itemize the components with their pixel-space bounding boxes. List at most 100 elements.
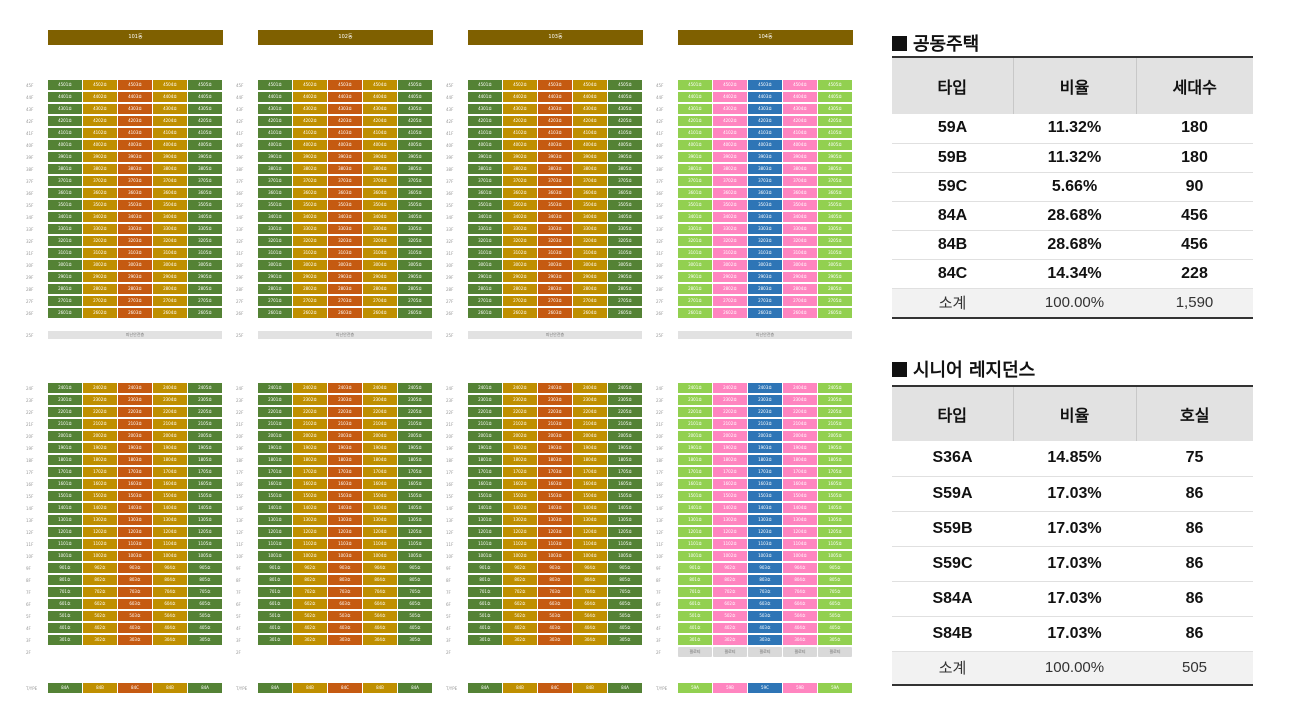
unit-cell: 1902호: [293, 443, 327, 453]
unit-cell: 1802호: [83, 455, 117, 465]
unit-cell: 402호: [503, 623, 537, 633]
unit-cell: 3201호: [258, 236, 292, 246]
unit-cell: 302호: [293, 635, 327, 645]
unit-cell: 4502호: [83, 80, 117, 90]
unit-cell: 1904호: [363, 443, 397, 453]
unit-cell: 903호: [538, 563, 572, 573]
unit-cell: 502호: [83, 611, 117, 621]
unit-cell: 1103호: [328, 539, 362, 549]
unit-cell: 1803호: [328, 455, 362, 465]
floor-label: 4F: [26, 626, 31, 631]
unit-cell: 4505호: [188, 80, 222, 90]
unit-cell: 2102호: [83, 419, 117, 429]
floor-label: 18F: [26, 458, 34, 463]
unit-cell: 4003호: [118, 140, 152, 150]
unit-cell: 3203호: [328, 236, 362, 246]
unit-cell: 3904호: [153, 152, 187, 162]
unit-cell: 1004호: [573, 551, 607, 561]
table-row: 84B 28.68% 456: [892, 230, 1253, 260]
unit-cell: 2402호: [713, 383, 747, 393]
unit-cell: 3801호: [48, 164, 82, 174]
floor-label: 25F: [446, 333, 454, 338]
unit-cell: 602호: [713, 599, 747, 609]
unit-cell: 601호: [468, 599, 502, 609]
unit-cell: 2902호: [503, 272, 537, 282]
unit-cell: 4301호: [468, 104, 502, 114]
unit-cell: 801호: [468, 575, 502, 585]
unit-cell: 3305호: [398, 224, 432, 234]
unit-cell: 3705호: [398, 176, 432, 186]
unit-cell: 2403호: [328, 383, 362, 393]
unit-cell: 4202호: [293, 116, 327, 126]
unit-cell: 2903호: [748, 272, 782, 282]
unit-cell: 2005호: [188, 431, 222, 441]
unit-cell: 303호: [118, 635, 152, 645]
unit-cell: 3101호: [678, 248, 712, 258]
unit-cell: 1904호: [153, 443, 187, 453]
floor-label: 19F: [236, 446, 244, 451]
unit-cell: 601호: [48, 599, 82, 609]
unit-cell: 904호: [573, 563, 607, 573]
unit-cell: 1305호: [188, 515, 222, 525]
unit-cell: 1501호: [468, 491, 502, 501]
unit-cell: 2304호: [573, 395, 607, 405]
unit-cell: 603호: [538, 599, 572, 609]
unit-cell: 4002호: [83, 140, 117, 150]
unit-cell: 1501호: [678, 491, 712, 501]
unit-cell: 2901호: [48, 272, 82, 282]
unit-cell: 3302호: [83, 224, 117, 234]
unit-cell: 3205호: [188, 236, 222, 246]
unit-cell: 4302호: [503, 104, 537, 114]
unit-cell: 304호: [363, 635, 397, 645]
floor-label: 37F: [236, 179, 244, 184]
unit-cell: 3603호: [538, 188, 572, 198]
unit-cell: 602호: [293, 599, 327, 609]
unit-cell: 3803호: [538, 164, 572, 174]
unit-cell: 4401호: [48, 92, 82, 102]
unit-cell: 803호: [328, 575, 362, 585]
unit-type-cell: 59B: [783, 683, 817, 693]
unit-cell: 4001호: [468, 140, 502, 150]
unit-cell: 1704호: [363, 467, 397, 477]
unit-cell: 2002호: [713, 431, 747, 441]
floor-label: 5F: [656, 614, 661, 619]
unit-cell: 603호: [118, 599, 152, 609]
unit-cell: 1503호: [538, 491, 572, 501]
floor-label: 43F: [446, 107, 454, 112]
unit-cell: 2104호: [363, 419, 397, 429]
unit-cell: 4405호: [188, 92, 222, 102]
unit-cell: 3003호: [538, 260, 572, 270]
unit-cell: 3004호: [573, 260, 607, 270]
unit-cell: 3802호: [293, 164, 327, 174]
floor-label: 34F: [656, 215, 664, 220]
unit-cell: 1301호: [258, 515, 292, 525]
unit-cell: 3705호: [188, 176, 222, 186]
floor-label: 2F: [656, 650, 661, 655]
unit-cell: 4203호: [118, 116, 152, 126]
unit-cell: 2705호: [398, 296, 432, 306]
floor-label: 28F: [446, 287, 454, 292]
unit-cell: 502호: [503, 611, 537, 621]
unit-cell: 1902호: [503, 443, 537, 453]
unit-cell: 2805호: [398, 284, 432, 294]
unit-cell: 1803호: [538, 455, 572, 465]
unit-cell: 3001호: [678, 260, 712, 270]
unit-cell: 1802호: [503, 455, 537, 465]
unit-cell: 3503호: [748, 200, 782, 210]
floor-label: 38F: [446, 167, 454, 172]
unit-cell: 3204호: [363, 236, 397, 246]
floor-label: 12F: [236, 530, 244, 535]
unit-cell: 3202호: [293, 236, 327, 246]
unit-cell: 2702호: [503, 296, 537, 306]
unit-cell: 3905호: [398, 152, 432, 162]
unit-cell: 2901호: [258, 272, 292, 282]
senior-residence-title: 시니어 레지던스: [892, 356, 1035, 382]
unit-cell: 1504호: [783, 491, 817, 501]
floor-label: 41F: [446, 131, 454, 136]
unit-cell: 3201호: [678, 236, 712, 246]
floor-label: 2F: [26, 650, 31, 655]
unit-cell: 4305호: [188, 104, 222, 114]
floor-label: 19F: [446, 446, 454, 451]
unit-cell: 1604호: [363, 479, 397, 489]
unit-cell: 1905호: [818, 443, 852, 453]
